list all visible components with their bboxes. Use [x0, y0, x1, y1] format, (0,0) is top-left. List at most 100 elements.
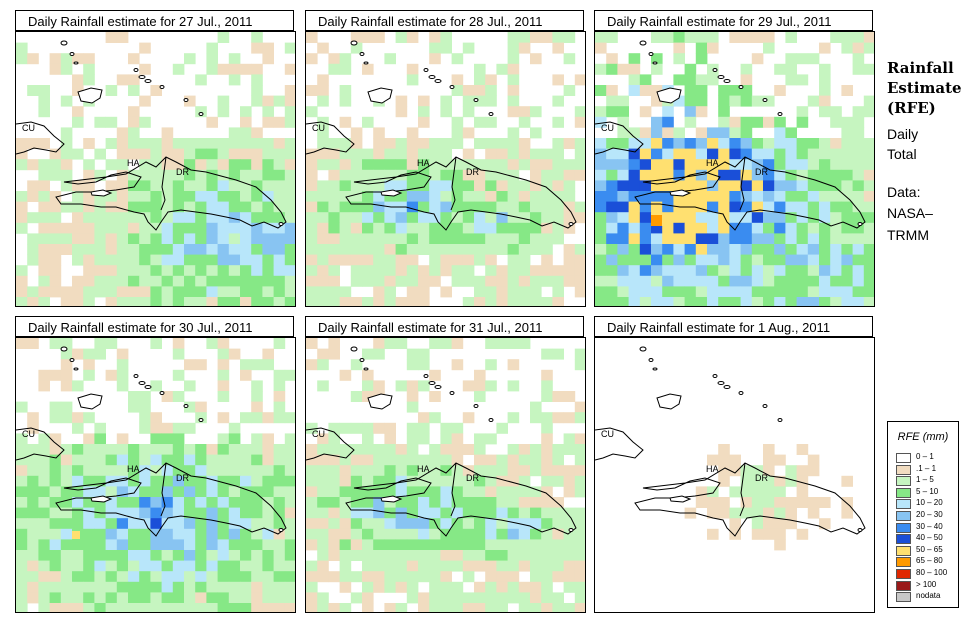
rain-cell	[518, 116, 531, 128]
rain-cell	[240, 412, 252, 424]
rain-cell	[262, 297, 274, 306]
rain-cell	[172, 433, 185, 445]
rain-cell	[796, 201, 809, 213]
rain-cell	[116, 32, 129, 43]
rain-cell	[429, 486, 441, 498]
rain-cell	[518, 212, 531, 224]
rain-cell	[206, 53, 218, 65]
rainfall-map: CU HA DR	[15, 31, 296, 307]
rain-cell	[206, 444, 218, 455]
legend-label: nodata	[916, 591, 941, 601]
rain-cell	[251, 138, 263, 149]
rain-cell	[595, 254, 607, 266]
rain-cell	[418, 116, 430, 128]
rain-cell	[27, 560, 39, 572]
rain-cell	[518, 201, 531, 213]
rain-cell	[172, 444, 185, 455]
rain-cell	[284, 297, 295, 306]
rain-cell	[395, 338, 408, 349]
rain-cell	[440, 581, 452, 593]
rain-cell	[751, 507, 764, 519]
rain-cell	[574, 254, 585, 266]
rain-cell	[395, 95, 408, 107]
rain-cell	[251, 380, 263, 392]
small-island	[144, 79, 152, 83]
rain-cell	[128, 106, 140, 118]
rain-cell	[606, 159, 618, 171]
rain-cell	[406, 74, 419, 86]
rain-cell	[161, 148, 174, 160]
rain-cell	[72, 74, 84, 86]
rain-cell	[429, 53, 441, 65]
rain-cell	[563, 560, 576, 572]
rain-cell	[172, 454, 185, 466]
rain-cell	[541, 222, 553, 234]
rain-cell	[507, 201, 520, 213]
rain-cell	[474, 539, 486, 551]
rain-cell	[462, 180, 475, 192]
rain-cell	[628, 169, 641, 181]
rain-cell	[350, 592, 363, 604]
rain-cell	[774, 191, 786, 202]
rain-cell	[206, 571, 218, 583]
rain-cell	[262, 359, 274, 371]
rain-cell	[306, 275, 318, 287]
rain-cell	[530, 222, 542, 234]
rain-cell	[507, 297, 520, 306]
rain-cell	[462, 201, 475, 213]
rain-cell	[150, 412, 162, 424]
rain-cell	[83, 74, 95, 86]
rain-cell	[563, 244, 576, 255]
rain-cell	[518, 32, 531, 43]
rain-cell	[462, 486, 475, 498]
rain-cell	[751, 297, 764, 306]
rain-cell	[518, 222, 531, 234]
rain-cell	[228, 212, 241, 224]
rain-cell	[707, 275, 719, 287]
rain-cell	[518, 592, 531, 604]
rain-cell	[128, 254, 140, 266]
rain-cell	[284, 95, 295, 107]
rain-cell	[49, 465, 62, 477]
legend-label: 10 – 20	[916, 498, 943, 508]
rain-cell	[150, 465, 162, 477]
rain-cell	[94, 465, 106, 477]
rain-cell	[707, 191, 719, 202]
rain-cell	[507, 244, 520, 255]
rain-cell	[16, 518, 28, 530]
rain-cell	[707, 233, 719, 245]
rain-cell	[707, 127, 719, 139]
rain-cell	[105, 497, 118, 508]
rain-cell	[172, 422, 185, 434]
rain-cell	[317, 222, 329, 234]
rain-cell	[639, 286, 652, 298]
rain-cell	[116, 592, 129, 604]
rain-cell	[206, 42, 218, 54]
rain-cell	[807, 265, 820, 277]
rain-cell	[240, 254, 252, 266]
rain-cell	[485, 528, 497, 540]
rain-cell	[429, 212, 441, 224]
rain-cell	[662, 244, 674, 255]
rain-cell	[384, 338, 396, 349]
rain-cell	[695, 159, 708, 171]
cuba-coastline	[16, 427, 65, 461]
rain-cell	[552, 539, 564, 551]
rain-cell	[695, 169, 708, 181]
rain-cell	[462, 148, 475, 160]
rain-cell	[763, 265, 775, 277]
rain-cell	[507, 32, 520, 43]
rain-cell	[796, 180, 809, 192]
rain-cell	[105, 222, 118, 234]
rain-cell	[474, 475, 486, 487]
legend-label: 50 – 65	[916, 544, 943, 554]
rain-cell	[284, 180, 295, 192]
small-island	[73, 61, 79, 65]
rain-cell	[639, 201, 652, 213]
rain-cell	[496, 180, 508, 192]
rain-cell	[395, 148, 408, 160]
rain-cell	[485, 116, 497, 128]
rain-cell	[184, 275, 196, 287]
rain-cell	[606, 233, 618, 245]
